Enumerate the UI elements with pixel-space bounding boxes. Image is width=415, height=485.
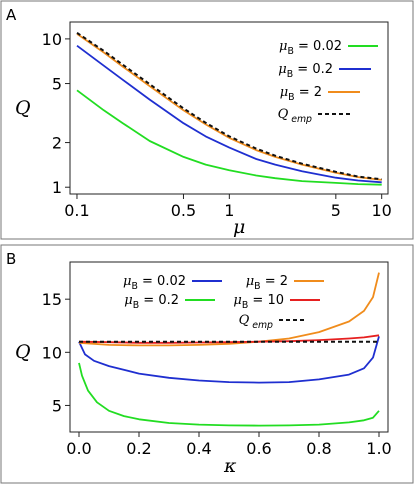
panel-b-label: B	[6, 250, 16, 268]
panel-a-y-axis-label: Q	[15, 97, 31, 119]
legend-label-b-2: μB = 2	[246, 274, 288, 292]
panel-b-axes: 0.0 0.2 0.4 0.6 0.8 1.0 5 10 15	[42, 290, 392, 458]
panel-b-border	[0, 244, 414, 484]
x-tick-label: 1.0	[366, 439, 391, 458]
legend-label-b-10: μB = 10	[233, 293, 284, 311]
y-tick-label: 15	[42, 290, 62, 309]
panel-a-series	[76, 31, 382, 186]
panel-b-series	[78, 272, 380, 427]
series-line-b-2	[76, 33, 382, 181]
series-line-b-0-2	[76, 44, 382, 184]
legend-label-b-0-2: μB = 0.2	[124, 293, 179, 311]
x-tick-label: 0.6	[246, 439, 271, 458]
x-tick-label: 0.8	[306, 439, 331, 458]
panel-b-plot-frame	[69, 261, 389, 433]
y-tick-label: 5	[52, 396, 62, 415]
legend-label-b-0-2: μB = 0.2	[278, 62, 333, 80]
panel-a-x-axis-label: μ	[233, 216, 245, 238]
x-tick-label: 1	[224, 201, 234, 220]
panel-a-axes: 0.1 0.5 1 5 10 1 2 5 10	[42, 30, 392, 220]
x-tick-label: 0.2	[126, 439, 151, 458]
legend-label-b-0-02: μB = 0.02	[123, 274, 186, 292]
series-line-q-emp	[76, 31, 382, 181]
panel-a-legend: μB = 0.02 μB = 0.2 μB = 2 Q emp	[278, 39, 378, 125]
legend-label-q-emp: Q emp	[239, 313, 273, 331]
y-tick-label: 5	[52, 75, 62, 94]
x-tick-label: 5	[331, 201, 341, 220]
panel-b-legend: μB = 0.02 μB = 2 μB = 0.2 μB = 10 Q emp	[123, 274, 324, 331]
y-tick-label: 10	[42, 30, 62, 49]
x-tick-label: 10	[372, 201, 392, 220]
panel-a-border	[0, 0, 414, 240]
legend-label-b-2: μB = 2	[280, 85, 322, 103]
x-tick-label: 0.0	[66, 439, 91, 458]
y-tick-label: 10	[42, 343, 62, 362]
legend-label-q-emp: Q emp	[278, 107, 312, 125]
panel-b-x-axis-label: κ	[223, 455, 237, 477]
panel-b-y-axis-label: Q	[15, 341, 31, 363]
series-line-b-0-02	[76, 89, 382, 186]
x-tick-label: 0.5	[171, 201, 196, 220]
y-tick-label: 1	[52, 178, 62, 197]
series-line-b-0-02	[78, 336, 380, 384]
legend-label-b-0-02: μB = 0.02	[279, 39, 342, 57]
x-tick-label: 0.1	[64, 201, 89, 220]
x-tick-label: 0.4	[186, 439, 211, 458]
y-tick-label: 2	[52, 134, 62, 153]
panel-a-label: A	[6, 6, 17, 24]
series-line-b-0-2	[78, 362, 380, 427]
